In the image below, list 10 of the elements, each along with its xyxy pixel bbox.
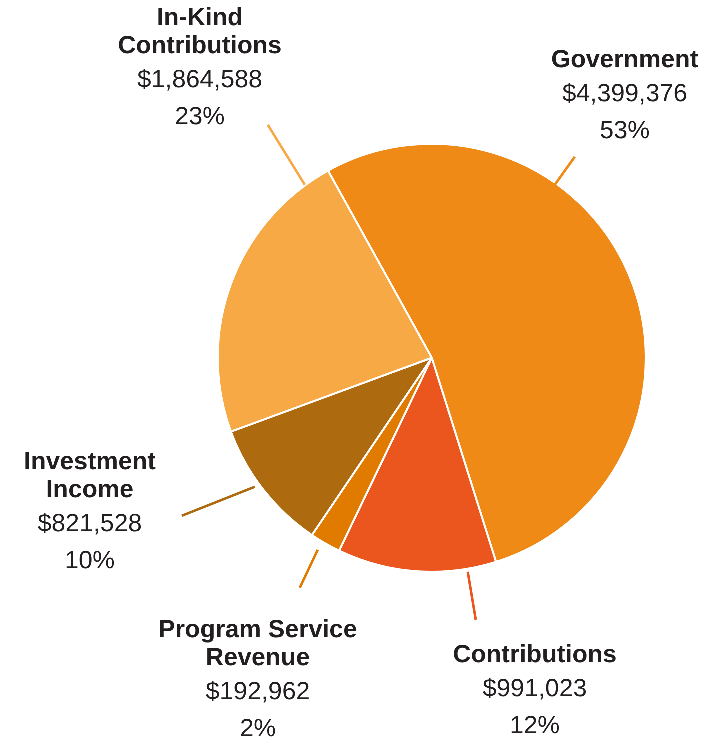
slice-label: Program Service Revenue	[158, 615, 358, 672]
slice-label: Government	[551, 45, 700, 74]
slice-label: Investment Income	[24, 447, 157, 504]
data-label: $4,399,376 53%	[562, 79, 688, 144]
data-label: $991,023 12%	[482, 674, 588, 740]
slice-label: Contributions	[453, 640, 617, 668]
data-label: $1,864,588 23%	[137, 65, 263, 130]
data-label: $821,528 10%	[38, 509, 142, 574]
data-label: $192,962 2%	[206, 677, 310, 742]
slice-label: In-Kind Contributions	[118, 3, 282, 60]
